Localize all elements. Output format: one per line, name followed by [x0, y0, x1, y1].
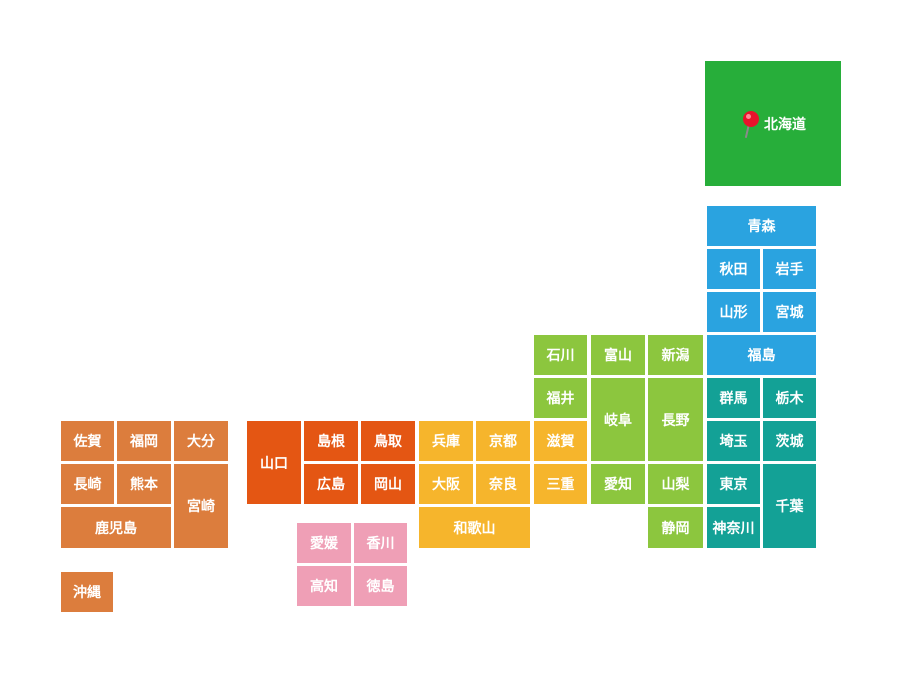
prefecture-shiga[interactable]: 滋賀: [532, 419, 589, 463]
prefecture-label: 北海道: [764, 116, 806, 133]
prefecture-fukushima[interactable]: 福島: [705, 333, 818, 377]
prefecture-label: 香川: [366, 536, 395, 552]
prefecture-wakayama[interactable]: 和歌山: [417, 505, 532, 550]
prefecture-okayama[interactable]: 岡山: [359, 462, 417, 506]
prefecture-label: 岡山: [374, 477, 402, 493]
prefecture-toyama[interactable]: 富山: [589, 333, 647, 377]
prefecture-label: 山梨: [661, 477, 690, 493]
prefecture-label: 群馬: [719, 391, 748, 407]
prefecture-nagasaki[interactable]: 長崎: [59, 462, 116, 506]
prefecture-kochi[interactable]: 高知: [295, 564, 353, 608]
prefecture-aomori[interactable]: 青森: [705, 204, 818, 248]
prefecture-label: 新潟: [661, 348, 690, 364]
prefecture-label: 静岡: [661, 520, 690, 537]
prefecture-label: 福島: [747, 348, 776, 364]
prefecture-label: 鳥取: [374, 434, 402, 450]
prefecture-hyogo[interactable]: 兵庫: [417, 419, 475, 463]
prefecture-label: 佐賀: [73, 434, 102, 450]
prefecture-kumamoto[interactable]: 熊本: [115, 462, 173, 506]
prefecture-label: 鹿児島: [95, 520, 137, 537]
prefecture-yamagata[interactable]: 山形: [705, 290, 762, 334]
prefecture-label: 福岡: [130, 434, 158, 450]
prefecture-nagano[interactable]: 長野: [646, 376, 705, 463]
prefecture-kagoshima[interactable]: 鹿児島: [59, 505, 173, 550]
prefecture-label: 秋田: [719, 262, 748, 278]
prefecture-gifu[interactable]: 岐阜: [589, 376, 647, 463]
prefecture-shizuoka[interactable]: 静岡: [646, 505, 705, 550]
prefecture-label: 岩手: [775, 262, 804, 278]
prefecture-tokyo[interactable]: 東京: [705, 462, 762, 506]
prefecture-nara[interactable]: 奈良: [474, 462, 532, 506]
prefecture-shimane[interactable]: 島根: [302, 419, 360, 463]
prefecture-label-group: 北海道: [740, 110, 806, 138]
prefecture-ishikawa[interactable]: 石川: [532, 333, 589, 377]
prefecture-yamanashi[interactable]: 山梨: [646, 462, 705, 506]
prefecture-gunma[interactable]: 群馬: [705, 376, 762, 420]
prefecture-osaka[interactable]: 大阪: [417, 462, 475, 506]
prefecture-label: 東京: [719, 477, 748, 493]
prefecture-hiroshima[interactable]: 広島: [302, 462, 360, 506]
prefecture-label: 石川: [546, 348, 575, 364]
prefecture-label: 愛知: [604, 477, 632, 493]
prefecture-label: 奈良: [489, 477, 517, 493]
prefecture-iwate[interactable]: 岩手: [761, 247, 818, 291]
prefecture-tokushima[interactable]: 徳島: [352, 564, 409, 608]
prefecture-label: 埼玉: [719, 434, 748, 450]
prefecture-label: 愛媛: [310, 536, 338, 552]
prefecture-ibaraki[interactable]: 茨城: [761, 419, 818, 463]
prefecture-label: 富山: [604, 348, 632, 364]
prefecture-label: 滋賀: [546, 434, 575, 450]
prefecture-label: 長野: [661, 412, 690, 429]
prefecture-label: 広島: [317, 477, 345, 493]
prefecture-label: 長崎: [73, 477, 102, 493]
prefecture-label: 兵庫: [432, 434, 460, 450]
prefecture-fukuoka[interactable]: 福岡: [115, 419, 173, 463]
prefecture-fukui[interactable]: 福井: [532, 376, 589, 420]
prefecture-label: 和歌山: [453, 520, 496, 537]
map-pin-icon: [740, 110, 762, 138]
prefecture-label: 宮崎: [187, 499, 215, 515]
prefecture-aichi[interactable]: 愛知: [589, 462, 647, 506]
prefecture-label: 高知: [310, 579, 338, 595]
prefecture-kanagawa[interactable]: 神奈川: [705, 505, 762, 550]
prefecture-label: 徳島: [366, 579, 395, 595]
prefecture-label: 熊本: [130, 477, 158, 493]
prefecture-niigata[interactable]: 新潟: [646, 333, 705, 377]
prefecture-tochigi[interactable]: 栃木: [761, 376, 818, 420]
prefecture-label: 沖縄: [73, 585, 101, 601]
prefecture-akita[interactable]: 秋田: [705, 247, 762, 291]
prefecture-oita[interactable]: 大分: [172, 419, 230, 463]
prefecture-saitama[interactable]: 埼玉: [705, 419, 762, 463]
prefecture-saga[interactable]: 佐賀: [59, 419, 116, 463]
prefecture-label: 三重: [546, 477, 575, 493]
prefecture-mie[interactable]: 三重: [532, 462, 589, 506]
prefecture-label: 大分: [187, 434, 215, 450]
prefecture-label: 宮城: [775, 305, 804, 321]
prefecture-kagawa[interactable]: 香川: [352, 521, 409, 565]
prefecture-label: 山口: [260, 455, 288, 472]
prefecture-label: 大阪: [432, 477, 460, 493]
prefecture-label: 福井: [546, 391, 575, 407]
prefecture-yamaguchi[interactable]: 山口: [245, 419, 303, 506]
prefecture-miyazaki[interactable]: 宮崎: [172, 462, 230, 550]
prefecture-chiba[interactable]: 千葉: [761, 462, 818, 550]
prefecture-label: 茨城: [775, 434, 804, 450]
prefecture-okinawa[interactable]: 沖縄: [59, 570, 115, 614]
prefecture-tottori[interactable]: 鳥取: [359, 419, 417, 463]
prefecture-label: 神奈川: [712, 520, 755, 537]
prefecture-kyoto[interactable]: 京都: [474, 419, 532, 463]
prefecture-miyagi[interactable]: 宮城: [761, 290, 818, 334]
prefecture-ehime[interactable]: 愛媛: [295, 521, 353, 565]
prefecture-hokkaido[interactable]: 北海道: [705, 61, 841, 186]
prefecture-label: 岐阜: [604, 412, 632, 429]
prefecture-label: 京都: [489, 434, 517, 450]
prefecture-label: 山形: [719, 305, 748, 321]
prefecture-label: 千葉: [775, 499, 804, 515]
prefecture-label: 栃木: [775, 391, 804, 407]
prefecture-label: 島根: [317, 434, 345, 450]
prefecture-label: 青森: [747, 219, 776, 235]
